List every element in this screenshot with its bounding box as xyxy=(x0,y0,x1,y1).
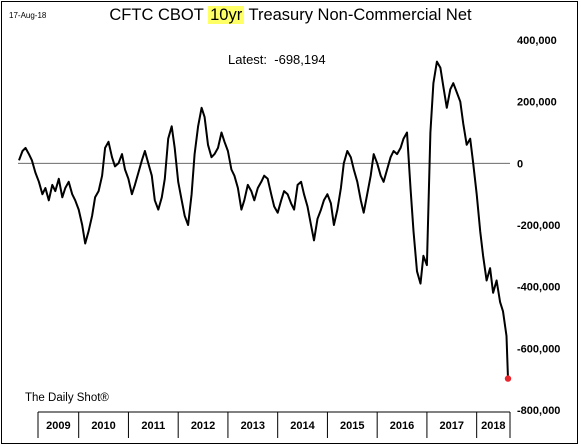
x-tick-label: 2014 xyxy=(290,420,315,432)
y-tick-label: -200,000 xyxy=(517,220,560,232)
x-tick-label: 2017 xyxy=(440,420,464,432)
source-credit: The Daily Shot® xyxy=(25,392,109,404)
date-stamp: 17-Aug-18 xyxy=(9,11,47,20)
x-tick-label: 2011 xyxy=(141,420,165,432)
x-tick-label: 2015 xyxy=(340,420,364,432)
x-tick-label: 2013 xyxy=(241,420,265,432)
title-suffix: Treasury Non-Commercial Net xyxy=(244,6,472,24)
series-line xyxy=(18,60,509,379)
x-tick-label: 2009 xyxy=(46,420,70,432)
title-highlight: 10yr xyxy=(208,6,245,24)
x-tick-label: 2010 xyxy=(91,420,115,432)
y-tick-label: 200,000 xyxy=(517,97,557,109)
y-tick-label: -400,000 xyxy=(517,282,560,294)
y-tick-label: 400,000 xyxy=(517,35,557,47)
latest-value: -698,194 xyxy=(274,52,326,67)
latest-readout: Latest: -698,194 xyxy=(228,52,326,67)
y-tick-label: -600,000 xyxy=(517,343,560,355)
x-tick-label: 2018 xyxy=(481,420,505,432)
x-tick-label: 2012 xyxy=(191,420,215,432)
latest-label: Latest: xyxy=(228,52,268,67)
y-tick-label: -800,000 xyxy=(517,405,560,417)
chart-title: CFTC CBOT 10yr Treasury Non-Commercial N… xyxy=(0,6,581,25)
title-prefix: CFTC CBOT xyxy=(109,6,209,24)
latest-point xyxy=(504,375,512,382)
x-tick-label: 2016 xyxy=(390,420,414,432)
y-tick-label: 0 xyxy=(517,158,523,170)
